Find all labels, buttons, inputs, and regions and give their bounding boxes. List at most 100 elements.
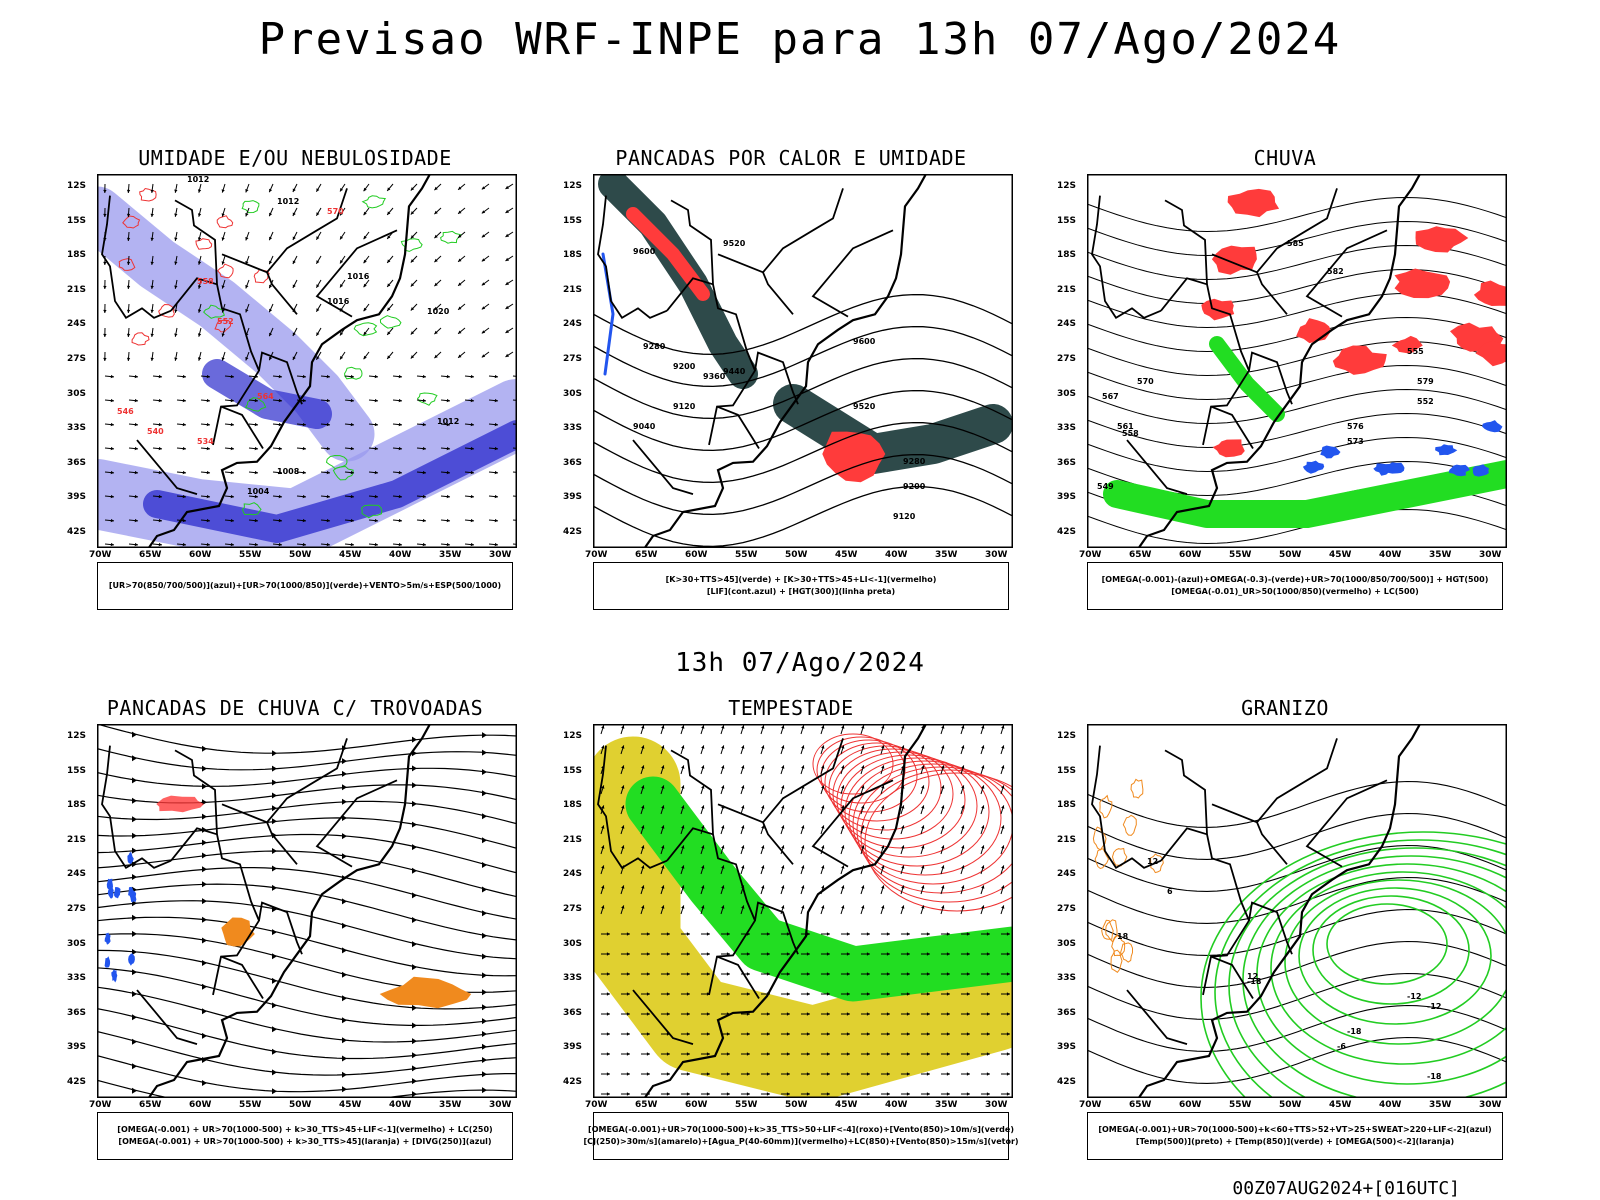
wind-vector <box>620 805 625 815</box>
border-line <box>666 199 714 312</box>
wind-vector <box>700 725 705 735</box>
rain-red-area <box>1391 335 1423 354</box>
wind-vector <box>128 374 139 379</box>
wind-vector <box>434 207 442 215</box>
border-line <box>170 199 218 312</box>
wind-vector <box>150 183 154 193</box>
border-line <box>265 738 348 865</box>
lon-tick-label: 60W <box>685 550 708 560</box>
lon-tick-label: 65W <box>1129 550 1152 560</box>
streamline-arrow <box>342 1037 347 1044</box>
streamline-arrow <box>132 755 137 762</box>
wind-vector <box>621 1012 630 1016</box>
wind-vector <box>680 745 685 755</box>
border-line <box>1091 195 1162 320</box>
hgt300-contour <box>593 453 1013 516</box>
wind-vector <box>641 1032 650 1036</box>
panel-title: GRANIZO <box>1241 696 1329 720</box>
wind-vector <box>174 351 178 361</box>
lat-tick-label: 27S <box>1057 904 1077 914</box>
lat-tick-label: 33S <box>563 973 583 984</box>
wind-vector <box>780 805 785 815</box>
lon-tick-label: 45W <box>339 550 362 560</box>
contour-label: 1016 <box>347 272 370 281</box>
omega-orange <box>1101 919 1114 940</box>
wind-vector <box>1001 952 1010 956</box>
streamline-arrow <box>342 947 347 954</box>
wind-vector <box>174 183 178 193</box>
wind-vector <box>621 972 630 976</box>
contour-label: 6 <box>1167 887 1173 896</box>
green-contour <box>361 195 387 209</box>
border-line <box>1305 779 1388 868</box>
wind-vector <box>880 845 885 855</box>
map-frame: 12S 15S 18S 21S 24S 27S 30S 33S 36S 39S 42S 70W 65W 6… <box>563 724 1013 1110</box>
omega-orange <box>1130 778 1144 799</box>
red-contour <box>122 215 141 229</box>
wind-vector <box>980 805 985 815</box>
streamline-arrow <box>412 844 417 851</box>
wind-vector <box>200 518 211 523</box>
wind-vector <box>104 542 115 547</box>
wind-vector <box>344 446 355 451</box>
wind-vector <box>103 303 107 314</box>
wind-vector <box>660 905 665 915</box>
wind-vector <box>981 972 990 976</box>
border-line <box>170 749 218 862</box>
wind-vector <box>960 745 965 755</box>
wind-vector <box>660 845 665 855</box>
wind-vector <box>800 885 805 895</box>
temp850-contour <box>1298 887 1492 1025</box>
wind-vector <box>224 542 235 547</box>
wind-vector <box>881 1052 890 1056</box>
wind-vector <box>840 845 845 855</box>
wind-vector <box>681 972 690 976</box>
hgt500-contour <box>1087 340 1507 377</box>
wind-vector <box>416 470 427 475</box>
wind-vector <box>940 845 945 855</box>
wind-vector <box>152 422 163 427</box>
wind-vector <box>900 865 905 875</box>
lon-tick-label: 55W <box>735 1100 758 1110</box>
wind-vector <box>781 932 790 936</box>
streamline-arrow <box>482 910 487 917</box>
wind-vector <box>621 932 630 936</box>
wind-vector <box>339 255 346 264</box>
wind-vector <box>245 279 250 289</box>
wind-vector <box>641 932 650 936</box>
wind-vector <box>221 255 226 265</box>
streamline-arrow <box>202 852 207 859</box>
wind-vector <box>741 1072 750 1076</box>
lon-tick-label: 50W <box>1279 1100 1302 1110</box>
wind-vector <box>150 207 154 217</box>
streamline-arrow <box>272 929 277 936</box>
rain-blue-area <box>1302 460 1325 474</box>
hgt500-contour <box>1087 220 1507 257</box>
wind-vector <box>621 952 630 956</box>
wind-vector <box>320 374 331 379</box>
border-line <box>1305 229 1388 318</box>
wind-vector <box>268 303 274 313</box>
hgt300-contour <box>593 485 1013 548</box>
lat-tick-label: 12S <box>1057 731 1077 741</box>
geography-layer <box>101 174 432 548</box>
lon-tick-label: 45W <box>1329 550 1352 560</box>
wind-vector <box>980 905 985 915</box>
wind-vector <box>640 785 645 795</box>
wind-vector <box>176 374 187 379</box>
wind-vector <box>103 207 107 218</box>
wind-vector <box>721 972 730 976</box>
wind-vector <box>920 885 925 895</box>
wind-vector <box>221 207 226 217</box>
geography-layer <box>101 724 432 1098</box>
wind-vector <box>1000 745 1005 755</box>
lat-tick-label: 27S <box>67 354 87 364</box>
streamline-arrow <box>482 932 487 939</box>
wind-vector <box>392 518 403 523</box>
wind-vector <box>960 885 965 895</box>
wind-vector <box>292 255 298 265</box>
lat-tick-label: 42S <box>67 1077 87 1087</box>
lc850-contour <box>828 745 942 831</box>
wind-vector <box>780 825 785 835</box>
wind-vector <box>488 542 499 547</box>
